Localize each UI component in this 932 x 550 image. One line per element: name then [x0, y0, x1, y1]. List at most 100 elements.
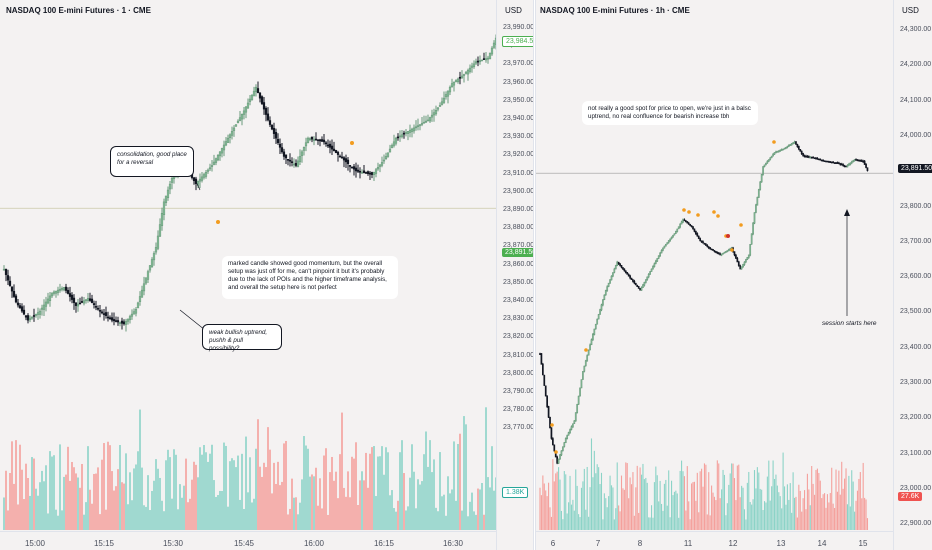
left-volume-bar	[7, 510, 9, 530]
left-volume-bar	[213, 480, 215, 530]
right-candle-body	[709, 247, 712, 250]
right-candle-body	[597, 314, 600, 320]
chart-panel-1min[interactable]: NASDAQ 100 E-mini Futures · 1 · CME USD …	[0, 0, 534, 550]
left-volume-bar	[137, 451, 139, 530]
right-candle-body	[594, 323, 597, 330]
right-candle-body	[733, 251, 736, 256]
right-candle-body	[772, 154, 774, 157]
left-time-label: 16:15	[373, 539, 395, 548]
left-volume-bar	[3, 497, 5, 530]
right-volume-bar	[552, 459, 554, 530]
right-volume-bar	[812, 483, 814, 530]
right-time-axis[interactable]	[536, 531, 893, 550]
left-candle-body	[256, 88, 260, 94]
left-volume-bar	[367, 487, 369, 530]
right-candle-body	[552, 438, 554, 445]
left-candle-body	[170, 177, 174, 183]
left-candle-body	[14, 295, 18, 303]
right-candle-body	[856, 159, 859, 162]
right-candle-body	[816, 157, 819, 160]
right-volume-bar	[786, 484, 788, 530]
right-volume-bar	[636, 465, 638, 530]
right-candle-body	[562, 446, 564, 451]
right-volume-bar	[783, 486, 786, 530]
left-volume-bar	[391, 490, 393, 530]
left-candle-body	[122, 321, 126, 325]
panel-divider[interactable]	[533, 0, 536, 550]
right-candle-body	[752, 222, 754, 235]
left-candle-body	[386, 152, 390, 157]
left-volume-bar	[313, 476, 315, 530]
right-price-axis[interactable]: USD 24,300.00 24,200.00 24,100.00 24,000.00…	[893, 0, 932, 550]
right-candle-body	[697, 235, 700, 239]
right-volume-bar	[781, 508, 783, 530]
left-candle-body	[434, 109, 438, 115]
right-candle-body	[858, 159, 860, 162]
left-volume-bar	[365, 452, 367, 530]
right-volume-bar	[545, 490, 547, 530]
left-candle-body	[358, 170, 362, 173]
left-volume-bar	[397, 500, 399, 530]
right-volume-bar	[785, 504, 787, 530]
left-price-tick: 23,910.00	[503, 169, 534, 177]
left-volume-bar	[403, 473, 405, 530]
left-volume-bar	[473, 511, 475, 530]
left-time-axis[interactable]	[0, 531, 496, 550]
left-candle-body	[26, 315, 30, 321]
left-volume-bar	[73, 467, 75, 530]
right-candle-body	[849, 162, 852, 165]
left-price-tick: 23,930.00	[503, 133, 534, 141]
right-candle-body	[680, 221, 683, 225]
left-volume-bar	[91, 503, 93, 530]
right-volume-bar	[542, 475, 544, 530]
right-candle-body	[539, 353, 541, 355]
right-candle-body	[576, 404, 579, 414]
chart-panel-1h[interactable]: NASDAQ 100 E-mini Futures · 1h · CME USD…	[536, 0, 932, 550]
right-candle-body	[719, 253, 722, 256]
right-candle-body	[577, 395, 580, 405]
left-candle-body	[356, 169, 360, 172]
right-volume-bar	[772, 460, 774, 530]
right-candle-body	[840, 163, 843, 166]
right-candle-body	[782, 148, 784, 151]
right-candle-body	[813, 157, 816, 160]
left-volume-bar	[5, 470, 7, 530]
right-candle-body	[762, 166, 764, 175]
right-candle-body	[639, 287, 641, 291]
right-chart-canvas[interactable]	[536, 0, 932, 550]
left-volume-bar	[421, 481, 423, 530]
left-price-tick: 23,950.00	[503, 96, 534, 104]
left-volume-bar	[355, 442, 357, 530]
left-volume-bar	[261, 476, 263, 530]
left-candle-body	[344, 158, 348, 163]
left-volume-bar	[327, 514, 329, 530]
right-volume-bar	[682, 471, 684, 530]
right-volume-bar	[846, 504, 848, 530]
left-volume-bar	[389, 495, 391, 530]
right-volume-bar	[609, 475, 611, 530]
left-volume-bar	[139, 409, 141, 530]
left-candle-body	[410, 128, 414, 132]
right-volume-bar	[565, 474, 567, 530]
left-candle-body	[334, 150, 338, 154]
right-candle-body	[862, 160, 865, 163]
left-candle-body	[148, 265, 152, 271]
left-candle-body	[220, 148, 224, 154]
right-candle-body	[735, 254, 737, 259]
right-candle-body	[842, 164, 845, 166]
right-candle-body	[592, 334, 594, 341]
right-candle-body	[727, 249, 730, 252]
left-volume-bar	[99, 514, 101, 530]
right-volume-bar	[642, 463, 644, 530]
left-candle-body	[408, 129, 412, 133]
right-signal-marker	[772, 140, 776, 144]
left-volume-bar	[341, 412, 343, 530]
right-candle-body	[835, 162, 837, 164]
left-price-axis[interactable]: USD 23,990.0023,980.0023,970.0023,960.00…	[496, 0, 534, 550]
right-volume-bar	[589, 487, 591, 530]
left-volume-bar	[217, 495, 219, 530]
left-candle-body	[326, 144, 330, 147]
right-candle-body	[809, 156, 812, 159]
right-volume-bar	[602, 519, 604, 530]
right-volume-bar	[816, 468, 818, 530]
